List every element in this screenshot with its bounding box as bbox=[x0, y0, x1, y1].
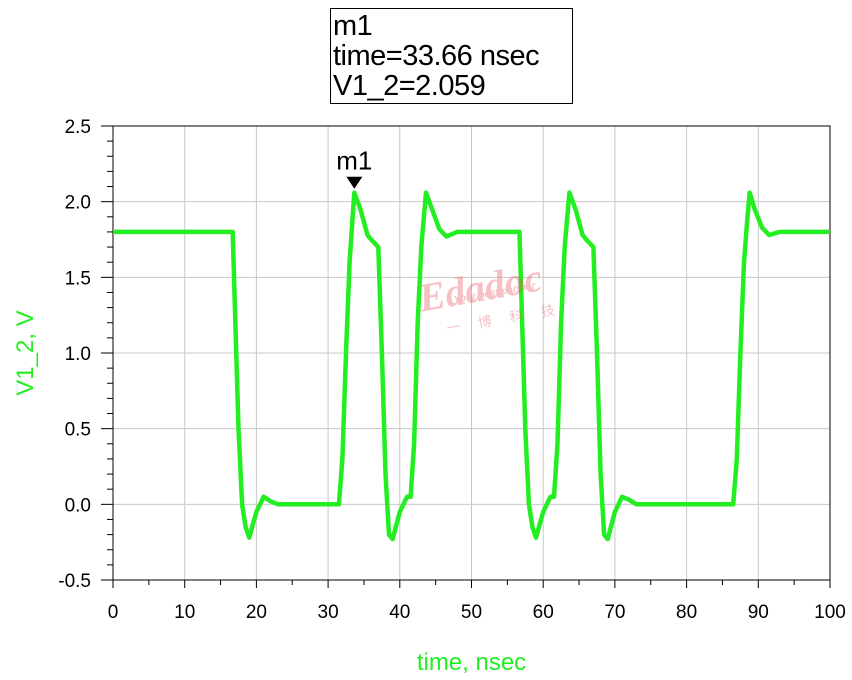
marker-time: time=33.66 nsec bbox=[333, 40, 540, 72]
x-tick-label: 70 bbox=[604, 602, 625, 623]
y-tick-label: 0.0 bbox=[65, 495, 91, 516]
x-tick-label: 40 bbox=[389, 602, 410, 623]
tick-layer bbox=[101, 125, 831, 588]
x-tick-labels: 0 10 20 30 40 50 60 70 80 90 100 bbox=[108, 602, 846, 623]
x-tick-label: 10 bbox=[174, 602, 195, 623]
marker-readout-box: m1 time=33.66 nsec V1_2=2.059 bbox=[330, 8, 573, 104]
y-axis-label: V1_2, V bbox=[12, 310, 39, 395]
y-tick-label: 1.0 bbox=[65, 344, 91, 365]
grid-layer bbox=[112, 125, 831, 581]
x-tick-label: 50 bbox=[461, 602, 482, 623]
x-tick-label: 60 bbox=[533, 602, 554, 623]
x-tick-label: 100 bbox=[814, 602, 846, 623]
x-tick-label: 80 bbox=[676, 602, 697, 623]
y-tick-label: -0.5 bbox=[58, 571, 91, 592]
x-axis-label: time, nsec bbox=[417, 649, 526, 676]
x-tick-label: 0 bbox=[108, 602, 119, 623]
y-tick-label: 2.0 bbox=[65, 193, 91, 214]
series-line-v1-2 bbox=[113, 190, 830, 542]
marker-name: m1 bbox=[333, 10, 373, 42]
y-tick-label: 2.5 bbox=[65, 117, 91, 138]
y-tick-label: 0.5 bbox=[65, 420, 91, 441]
y-tick-label: 1.5 bbox=[65, 268, 91, 289]
x-tick-label: 90 bbox=[748, 602, 769, 623]
x-tick-label: 20 bbox=[246, 602, 267, 623]
x-tick-label: 30 bbox=[318, 602, 339, 623]
marker-triangle bbox=[346, 176, 363, 189]
marker-m1: m1 bbox=[336, 146, 372, 189]
y-tick-labels: -0.5 0.0 0.5 1.0 1.5 2.0 2.5 bbox=[58, 117, 91, 592]
marker-value: V1_2=2.059 bbox=[333, 70, 486, 102]
marker-label: m1 bbox=[336, 146, 372, 176]
